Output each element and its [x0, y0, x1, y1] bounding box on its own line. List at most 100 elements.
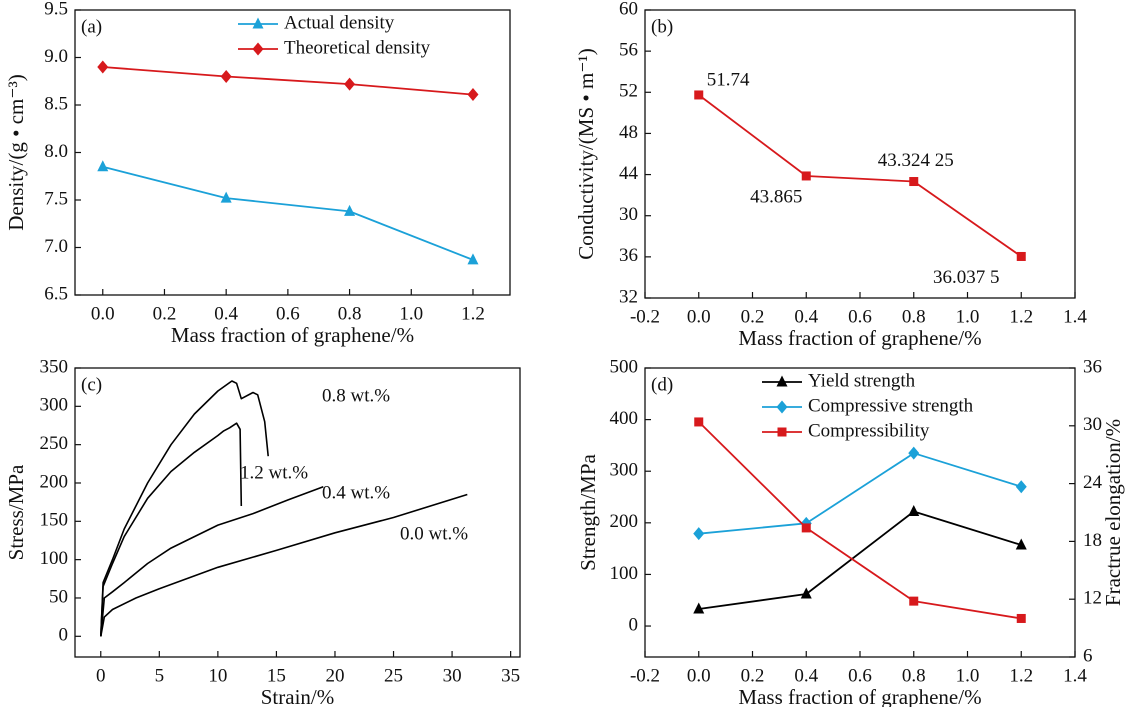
y-tick-label: 9.5 — [44, 0, 68, 19]
y-tick-label: 7.5 — [44, 188, 68, 209]
x-axis-label: Mass fraction of graphene/% — [171, 323, 414, 347]
y-tick-label: 150 — [40, 510, 69, 531]
legend-label: Actual density — [284, 12, 395, 33]
y-axis-label: Stress/MPa — [4, 464, 28, 560]
y2-tick-label: 30 — [1083, 414, 1102, 435]
series-line — [102, 165, 474, 261]
y-tick-label: 8.0 — [44, 141, 68, 162]
x-tick-label: -0.2 — [630, 306, 660, 327]
x-tick-label: 0.6 — [848, 665, 872, 686]
marker-diamond — [1015, 480, 1027, 494]
x-tick-label: 0.8 — [902, 306, 926, 327]
series-label: 0.0 wt.% — [400, 523, 468, 544]
marker-triangle — [776, 375, 788, 387]
series-line — [698, 452, 1022, 535]
marker-triangle — [344, 204, 356, 216]
marker-square — [694, 90, 704, 100]
x-axis-label: Mass fraction of graphene/% — [738, 685, 981, 707]
value-label: 36.037 5 — [933, 267, 1000, 288]
series-line — [100, 493, 468, 637]
y2-tick-label: 24 — [1083, 472, 1103, 493]
series-label: 0.4 wt.% — [322, 482, 390, 503]
x-tick-label: 0.2 — [153, 303, 177, 324]
y-tick-label: 50 — [49, 586, 68, 607]
y2-tick-label: 18 — [1083, 530, 1102, 551]
x-tick-label: 0.0 — [687, 665, 711, 686]
panel-label: (d) — [651, 374, 673, 395]
y-axis-label: Conductivity/(MS • m⁻¹) — [574, 48, 598, 259]
plot-frame — [644, 9, 1076, 299]
x-axis-label: Strain/% — [261, 685, 335, 707]
series-line — [698, 421, 1022, 620]
legend-label: Compressibility — [808, 420, 930, 441]
marker-diamond — [97, 60, 109, 74]
marker-triangle — [467, 253, 479, 265]
marker-diamond — [693, 527, 705, 541]
x-tick-label: 5 — [155, 665, 165, 686]
x-tick-label: 0.8 — [902, 665, 926, 686]
x-tick-label: 0.2 — [741, 306, 765, 327]
y-tick-label: 9.0 — [44, 46, 68, 67]
plot-frame — [74, 367, 521, 658]
x-tick-label: 0.4 — [214, 303, 238, 324]
marker-triangle — [908, 504, 920, 516]
y-tick-label: 8.5 — [44, 93, 68, 114]
y-tick-label: 350 — [40, 356, 69, 377]
y-axis-label: Strength/MPa — [576, 453, 600, 570]
x-tick-label: 0.2 — [741, 665, 765, 686]
marker-diamond — [467, 88, 479, 102]
y-tick-label: 100 — [40, 548, 69, 569]
marker-diamond — [908, 446, 920, 460]
marker-square — [1016, 251, 1026, 261]
y2-tick-label: 36 — [1083, 356, 1102, 377]
series-line — [100, 380, 269, 637]
marker-triangle — [97, 160, 109, 172]
y2-tick-label: 12 — [1083, 588, 1102, 609]
y-tick-label: 32 — [619, 286, 638, 307]
marker-diamond — [344, 77, 356, 91]
marker-diamond — [220, 70, 232, 83]
legend-label: Theoretical density — [284, 37, 431, 58]
y-tick-label: 300 — [610, 460, 639, 481]
value-label: 43.324 25 — [878, 150, 954, 171]
x-tick-label: 0.4 — [794, 306, 818, 327]
legend-label: Yield strength — [808, 370, 916, 391]
y-tick-label: 200 — [610, 511, 639, 532]
y-tick-label: 400 — [610, 408, 639, 429]
x-tick-label: -0.2 — [630, 665, 660, 686]
x-tick-label: 30 — [443, 665, 462, 686]
series-label: 0.8 wt.% — [322, 385, 390, 406]
panel-label: (c) — [81, 374, 102, 395]
y-tick-label: 6.5 — [44, 283, 68, 304]
marker-square — [801, 171, 811, 181]
y-tick-label: 56 — [619, 40, 638, 61]
x-tick-label: 15 — [267, 665, 286, 686]
marker-triangle — [1015, 538, 1027, 550]
x-axis-label: Mass fraction of graphene/% — [738, 326, 981, 350]
marker-triangle — [800, 587, 812, 599]
marker-triangle — [220, 191, 232, 203]
marker-triangle — [252, 17, 264, 29]
legend-label: Compressive strength — [808, 395, 974, 416]
x-tick-label: 20 — [325, 665, 344, 686]
y-tick-label: 52 — [619, 81, 638, 102]
y-tick-label: 0 — [59, 625, 69, 646]
value-label: 51.74 — [707, 69, 750, 90]
y-tick-label: 7.0 — [44, 236, 68, 257]
x-tick-label: 1.4 — [1063, 665, 1087, 686]
x-tick-label: 0.4 — [794, 665, 818, 686]
panel-label: (a) — [81, 16, 102, 37]
y2-tick-label: 6 — [1083, 645, 1093, 666]
series-line — [698, 94, 1022, 258]
marker-square — [801, 523, 811, 533]
x-tick-label: 1.0 — [399, 303, 423, 324]
x-tick-label: 0.6 — [276, 303, 300, 324]
x-tick-label: 1.0 — [956, 306, 980, 327]
y-tick-label: 300 — [40, 395, 69, 416]
marker-square — [1016, 613, 1026, 623]
x-tick-label: 1.0 — [956, 665, 980, 686]
x-tick-label: 0 — [96, 665, 106, 686]
x-tick-label: 1.2 — [1009, 665, 1033, 686]
series-line — [102, 66, 474, 96]
y-tick-label: 36 — [619, 245, 638, 266]
